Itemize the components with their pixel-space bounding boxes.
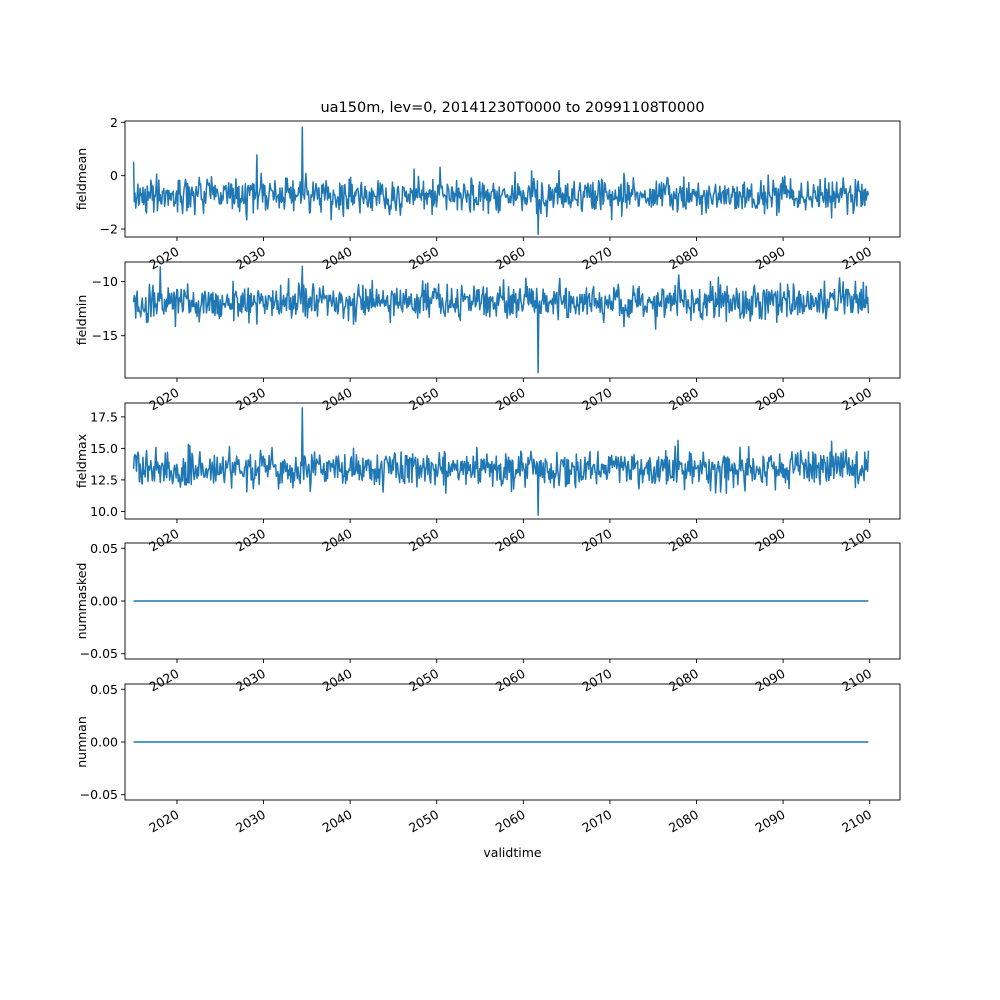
x-tick-label: 2080 bbox=[666, 807, 701, 836]
x-tick-label: 2060 bbox=[493, 385, 528, 414]
x-tick-label: 2070 bbox=[579, 526, 614, 555]
x-axis-label: validtime bbox=[483, 845, 541, 860]
y-axis-label: numnan bbox=[74, 716, 89, 768]
x-tick-label: 2070 bbox=[579, 385, 614, 414]
x-tick-label: 2050 bbox=[406, 666, 441, 695]
y-tick-label: −0.05 bbox=[80, 787, 118, 802]
x-tick-label: 2040 bbox=[320, 526, 355, 555]
y-tick-label: 0 bbox=[110, 168, 118, 183]
x-tick-label: 2020 bbox=[146, 244, 181, 273]
y-tick-label: 17.5 bbox=[90, 409, 118, 424]
x-tick-label: 2060 bbox=[493, 666, 528, 695]
y-tick-label: 10.0 bbox=[90, 504, 118, 519]
y-tick-label: 0.05 bbox=[90, 541, 118, 556]
chart-panel-fieldmin: −15 −10 2020 2030 2040 2050 2060 2070 2080 2090 21… bbox=[74, 261, 901, 414]
x-tick-label: 2100 bbox=[839, 385, 874, 414]
series-line-fieldmax bbox=[132, 407, 870, 516]
x-tick-label: 2020 bbox=[146, 807, 181, 836]
chart-panel-fieldmax: 10.0 12.5 15.0 17.5 2020 2030 2040 2050 2060 2070… bbox=[74, 402, 901, 555]
x-tick-label: 2100 bbox=[839, 526, 874, 555]
x-tick-label: 2030 bbox=[233, 666, 268, 695]
x-tick-label: 2020 bbox=[146, 526, 181, 555]
x-tick-label: 2050 bbox=[406, 385, 441, 414]
axes-frame bbox=[124, 120, 901, 238]
axes-frame bbox=[124, 261, 901, 379]
y-tick-label: −15 bbox=[92, 328, 118, 343]
x-tick-label: 2030 bbox=[233, 807, 268, 836]
chart-title: ua150m, lev=0, 20141230T0000 to 20991108… bbox=[320, 100, 704, 116]
y-axis-label: fieldmin bbox=[74, 295, 89, 346]
y-axis-label: fieldmax bbox=[74, 434, 89, 488]
x-tick-label: 2020 bbox=[146, 666, 181, 695]
x-tick-label: 2070 bbox=[579, 244, 614, 273]
x-tick-label: 2060 bbox=[493, 807, 528, 836]
x-tick-label: 2050 bbox=[406, 526, 441, 555]
y-tick-label: 15.0 bbox=[90, 441, 118, 456]
y-tick-label: 0.00 bbox=[90, 594, 118, 609]
x-tick-label: 2080 bbox=[666, 244, 701, 273]
x-tick-label: 2100 bbox=[839, 666, 874, 695]
x-tick-label: 2090 bbox=[753, 807, 788, 836]
x-tick-label: 2070 bbox=[579, 666, 614, 695]
x-tick-label: 2040 bbox=[320, 244, 355, 273]
x-tick-label: 2060 bbox=[493, 526, 528, 555]
x-tick-label: 2080 bbox=[666, 526, 701, 555]
series-line-fieldmean bbox=[132, 126, 870, 236]
x-tick-label: 2100 bbox=[839, 807, 874, 836]
x-tick-label: 2040 bbox=[320, 807, 355, 836]
y-tick-label: 2 bbox=[110, 115, 118, 130]
chart-panel-nummasked: −0.05 0.00 0.05 2020 2030 2040 2050 2060 2070 208… bbox=[74, 541, 901, 695]
x-tick-label: 2030 bbox=[233, 244, 268, 273]
y-tick-label: −0.05 bbox=[80, 646, 118, 661]
x-tick-label: 2090 bbox=[753, 666, 788, 695]
x-tick-label: 2040 bbox=[320, 666, 355, 695]
y-axis-label: nummasked bbox=[74, 563, 89, 640]
x-tick-label: 2100 bbox=[839, 244, 874, 273]
chart-panel-fieldmean: −2 0 2 2020 2030 2040 2050 2060 2070 2080 2090 2100… bbox=[74, 100, 901, 273]
x-tick-label: 2030 bbox=[233, 526, 268, 555]
x-tick-label: 2050 bbox=[406, 807, 441, 836]
x-tick-label: 2030 bbox=[233, 385, 268, 414]
y-tick-label: 12.5 bbox=[90, 472, 118, 487]
x-tick-label: 2090 bbox=[753, 526, 788, 555]
x-tick-label: 2090 bbox=[753, 385, 788, 414]
x-tick-label: 2070 bbox=[579, 807, 614, 836]
x-tick-label: 2050 bbox=[406, 244, 441, 273]
chart-panel-numnan: −0.05 0.00 0.05 2020 2030 2040 2050 2060 2070 208… bbox=[74, 682, 901, 860]
series-line-fieldmin bbox=[132, 265, 870, 374]
y-tick-label: 0.05 bbox=[90, 682, 118, 697]
y-tick-label: 0.00 bbox=[90, 735, 118, 750]
x-tick-label: 2080 bbox=[666, 666, 701, 695]
y-axis-label: fieldmean bbox=[74, 148, 89, 210]
x-tick-label: 2090 bbox=[753, 244, 788, 273]
x-tick-label: 2060 bbox=[493, 244, 528, 273]
x-tick-label: 2040 bbox=[320, 385, 355, 414]
x-tick-label: 2020 bbox=[146, 385, 181, 414]
y-tick-label: −10 bbox=[92, 274, 118, 289]
x-tick-label: 2080 bbox=[666, 385, 701, 414]
axes-frame bbox=[124, 402, 901, 520]
y-tick-label: −2 bbox=[100, 222, 118, 237]
